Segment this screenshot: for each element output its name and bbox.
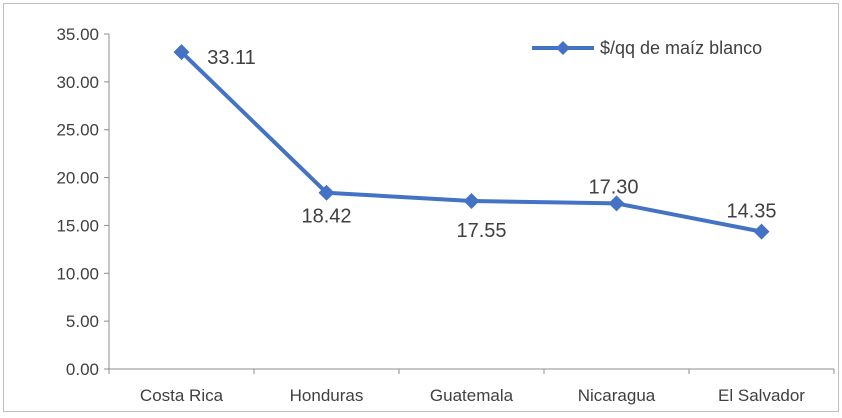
data-label: 14.35 [726, 201, 776, 223]
y-axis-tick-labels: 0.00 5.00 10.00 15.00 20.00 25.00 30.00 35.00 [56, 25, 99, 379]
y-tick-label: 25.00 [56, 121, 99, 140]
chart-frame: 0.00 5.00 10.00 15.00 20.00 25.00 30.00 35.00 C… [3, 3, 839, 412]
data-point-marker [173, 44, 190, 61]
x-category-label: Costa Rica [140, 386, 224, 405]
line-chart: 0.00 5.00 10.00 15.00 20.00 25.00 30.00 35.00 C… [56, 25, 835, 405]
data-point-marker [608, 195, 625, 212]
x-category-label: El Salvador [718, 386, 805, 405]
axes [104, 33, 835, 374]
legend-label: $/qq de maíz blanco [600, 38, 762, 58]
x-category-label: Honduras [290, 386, 364, 405]
y-tick-label: 0.00 [66, 360, 99, 379]
legend: $/qq de maíz blanco [532, 38, 762, 58]
data-label: 18.42 [301, 206, 351, 228]
y-tick-label: 30.00 [56, 73, 99, 92]
data-label: 17.55 [456, 220, 506, 242]
data-point-marker [463, 193, 480, 210]
y-tick-label: 15.00 [56, 216, 99, 235]
data-labels: 33.11 18.42 17.55 17.30 14.35 [207, 47, 776, 242]
data-label: 33.11 [207, 47, 256, 69]
x-axis-category-labels: Costa Rica Honduras Guatemala Nicaragua El S… [140, 386, 805, 405]
x-category-label: Nicaragua [578, 386, 656, 405]
x-category-label: Guatemala [430, 386, 514, 405]
y-tick-label: 5.00 [66, 312, 99, 331]
legend-marker [556, 41, 570, 55]
data-label: 17.30 [588, 176, 638, 198]
y-tick-label: 10.00 [56, 264, 99, 283]
data-point-marker [318, 184, 335, 201]
y-tick-label: 20.00 [56, 169, 99, 188]
data-point-marker [753, 223, 770, 240]
y-tick-label: 35.00 [56, 25, 99, 44]
series-layer [173, 44, 770, 240]
